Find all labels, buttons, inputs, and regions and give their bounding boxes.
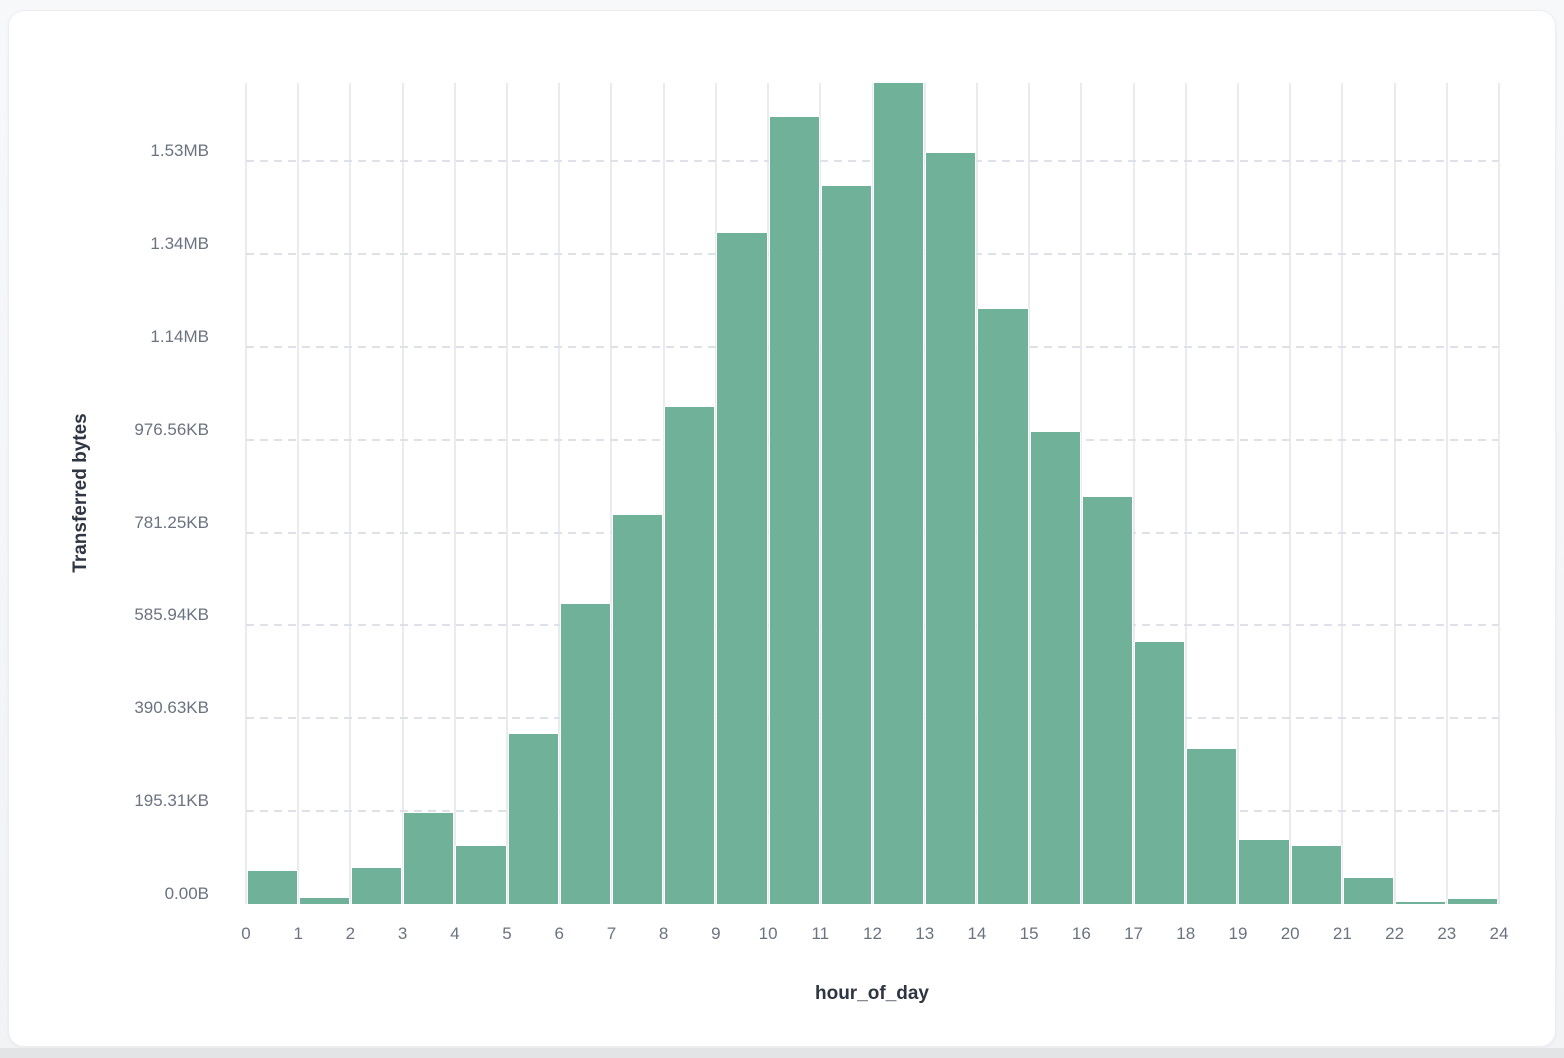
bar-hour-1[interactable]	[298, 897, 350, 904]
chart-card: Transferred bytes hour_of_day 0.00B 195.3…	[8, 10, 1556, 1047]
vertical-gridline	[245, 83, 247, 904]
vertical-gridline	[453, 83, 456, 904]
y-tick-label: 976.56KB	[134, 419, 209, 439]
x-tick-label: 11	[811, 924, 830, 943]
vertical-gridline	[1393, 83, 1396, 904]
x-tick-label: 21	[1332, 924, 1352, 943]
vertical-gridline	[349, 83, 352, 904]
vertical-gridline	[1184, 83, 1187, 904]
x-tick-label: 19	[1228, 924, 1248, 943]
vertical-gridline	[610, 83, 613, 904]
horizontal-gridline	[246, 160, 1499, 162]
y-tick-label: 781.25KB	[134, 512, 209, 532]
bar-hour-20[interactable]	[1290, 845, 1342, 904]
bar-hour-23[interactable]	[1447, 899, 1499, 904]
x-tick-label: 22	[1385, 924, 1405, 943]
vertical-gridline	[871, 83, 874, 904]
y-tick-label: 0.00B	[164, 884, 209, 903]
horizontal-gridline	[246, 810, 1499, 813]
bar-hour-13[interactable]	[925, 152, 977, 904]
x-tick-label: 18	[1176, 924, 1196, 943]
histogram-plot	[245, 83, 1500, 904]
x-tick-label: 16	[1071, 924, 1091, 943]
vertical-gridline	[1080, 83, 1083, 904]
vertical-gridline	[1028, 83, 1031, 904]
bar-hour-3[interactable]	[403, 812, 455, 904]
vertical-gridline	[1236, 83, 1239, 904]
x-tick-label: 17	[1124, 924, 1143, 943]
vertical-gridline	[506, 83, 509, 904]
bar-hour-16[interactable]	[1081, 496, 1134, 904]
bar-hour-19[interactable]	[1238, 840, 1290, 904]
x-tick-label: 24	[1489, 924, 1509, 943]
y-tick-label: 1.34MB	[150, 233, 209, 253]
bar-hour-14[interactable]	[977, 308, 1029, 904]
x-tick-label: 2	[345, 924, 356, 943]
page-bottom-edge	[0, 1048, 1564, 1058]
vertical-gridline	[767, 83, 770, 904]
bar-hour-2[interactable]	[350, 868, 403, 904]
bar-hour-4[interactable]	[455, 845, 507, 904]
bar-hour-0[interactable]	[246, 871, 298, 904]
bar-hour-21[interactable]	[1342, 877, 1395, 904]
x-tick-label: 14	[967, 924, 987, 943]
x-tick-label: 23	[1437, 924, 1457, 943]
y-tick-label: 1.14MB	[150, 326, 209, 346]
y-tick-label: 585.94KB	[134, 605, 209, 625]
bar-hour-18[interactable]	[1186, 749, 1238, 904]
vertical-gridline	[1498, 83, 1500, 904]
x-tick-label: 4	[450, 924, 460, 943]
x-tick-label: 15	[1019, 924, 1039, 943]
x-tick-label: 20	[1280, 924, 1300, 943]
vertical-gridline	[1132, 83, 1135, 904]
x-tick-label: 9	[711, 924, 721, 943]
bar-hour-5[interactable]	[507, 733, 559, 904]
horizontal-gridline	[246, 438, 1499, 441]
vertical-gridline	[1289, 83, 1292, 904]
vertical-gridline	[714, 83, 717, 904]
x-tick-label: 3	[397, 924, 408, 943]
bar-hour-6[interactable]	[559, 604, 611, 904]
vertical-gridline	[923, 83, 926, 904]
vertical-gridline	[819, 83, 822, 904]
x-tick-label: 1	[293, 924, 303, 943]
bar-hour-11[interactable]	[820, 185, 872, 904]
horizontal-gridline	[246, 252, 1499, 255]
y-tick-label: 1.53MB	[150, 141, 209, 160]
x-tick-label: 5	[502, 924, 512, 943]
bar-hour-17[interactable]	[1134, 641, 1186, 904]
x-tick-label: 0	[241, 924, 251, 943]
x-tick-label: 13	[915, 924, 935, 943]
vertical-gridline	[1341, 83, 1344, 904]
vertical-gridline	[1445, 83, 1448, 904]
vertical-gridline	[401, 83, 404, 904]
y-tick-label: 195.31KB	[134, 791, 209, 811]
vertical-gridline	[662, 83, 665, 904]
x-tick-label: 12	[863, 924, 882, 943]
bar-hour-22[interactable]	[1395, 902, 1447, 904]
y-tick-label: 390.63KB	[134, 698, 209, 718]
horizontal-gridline	[246, 531, 1499, 534]
x-tick-label: 10	[758, 924, 778, 943]
vertical-gridline	[975, 83, 978, 904]
x-tick-label: 7	[606, 924, 617, 943]
bar-hour-10[interactable]	[768, 116, 820, 904]
bar-hour-12[interactable]	[873, 83, 925, 904]
bar-hour-8[interactable]	[664, 407, 716, 904]
bar-hour-7[interactable]	[611, 514, 664, 904]
vertical-gridline	[558, 83, 561, 904]
x-axis-title: hour_of_day	[814, 983, 930, 1004]
x-tick-label: 8	[658, 924, 669, 943]
bar-hour-9[interactable]	[716, 232, 768, 904]
horizontal-gridline	[246, 717, 1499, 720]
horizontal-gridline	[246, 345, 1499, 348]
bar-hour-15[interactable]	[1029, 432, 1081, 904]
horizontal-gridline	[246, 624, 1499, 627]
x-tick-label: 6	[554, 924, 564, 943]
vertical-gridline	[297, 83, 300, 904]
